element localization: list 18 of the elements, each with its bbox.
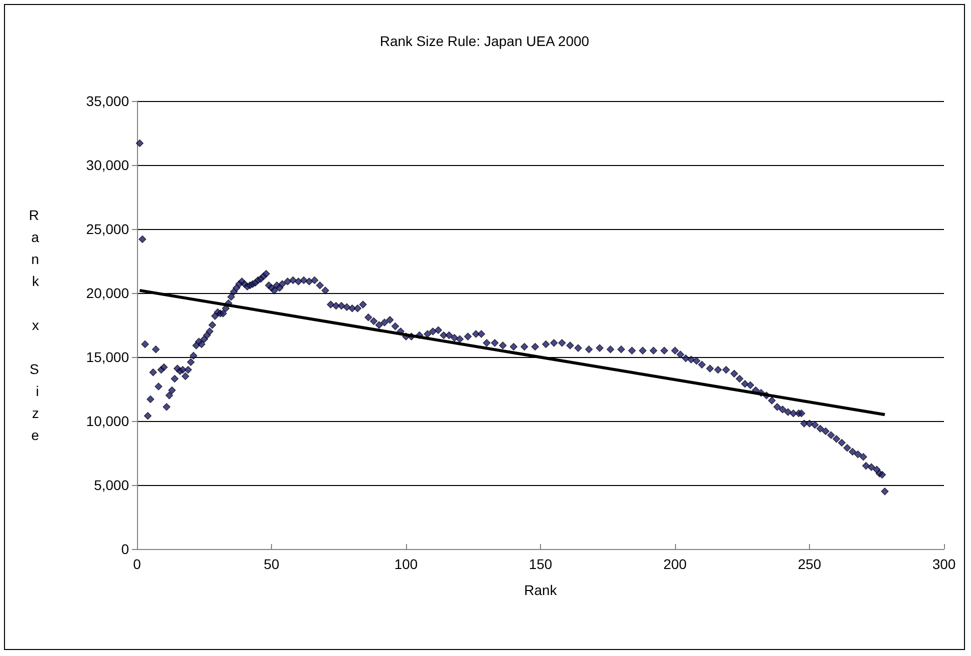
x-tick-label: 0 (133, 556, 142, 572)
y-tick-label: 20,000 (86, 285, 130, 301)
chart-title: Rank Size Rule: Japan UEA 2000 (380, 33, 590, 49)
y-tick-label: 30,000 (86, 157, 130, 173)
y-tick-label: 25,000 (86, 221, 130, 237)
y-tick-label: 10,000 (86, 413, 130, 429)
text: Rank x Size (28, 207, 39, 443)
y-tick-label: 5,000 (94, 477, 130, 493)
y-tick-label: 15,000 (86, 349, 130, 365)
y-tick-label: 35,000 (86, 93, 130, 109)
x-tick-label: 100 (394, 556, 418, 572)
x-tick-label: 150 (528, 556, 552, 572)
x-tick-label: 250 (798, 556, 822, 572)
x-tick-label: 200 (663, 556, 687, 572)
x-tick-label: 50 (264, 556, 280, 572)
x-axis-title: Rank (524, 582, 558, 598)
x-tick-label: 300 (932, 556, 956, 572)
y-tick-label: 0 (121, 541, 130, 557)
